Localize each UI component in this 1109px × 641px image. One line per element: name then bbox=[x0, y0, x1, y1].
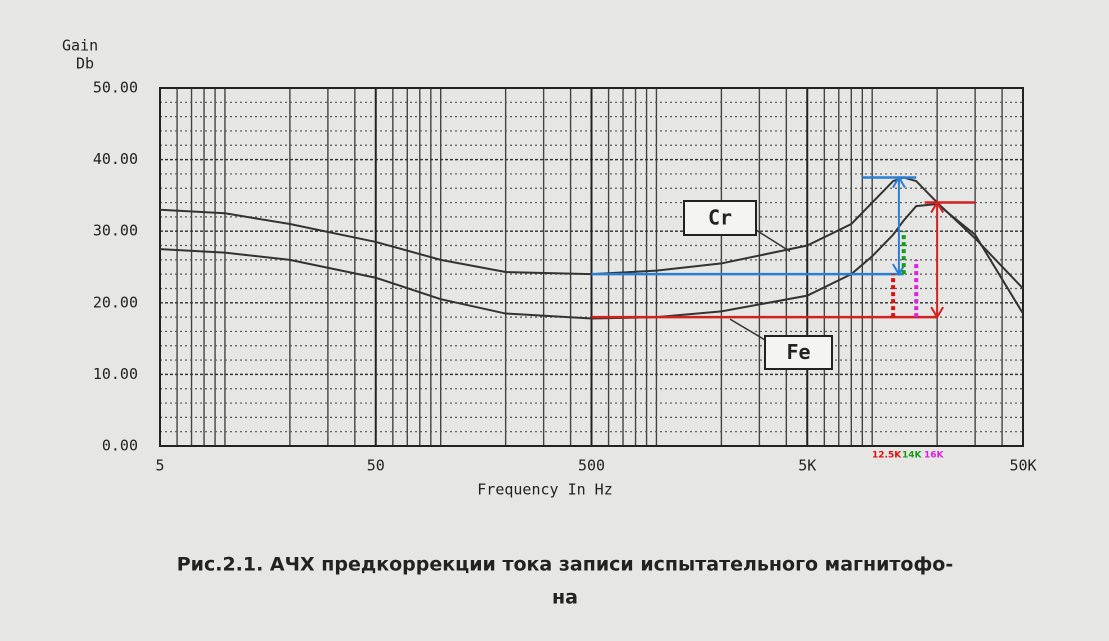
y-tick-label: 40.00 bbox=[93, 150, 138, 168]
x-tick-label: 5K bbox=[798, 457, 816, 475]
x-tick-label: 50K bbox=[1009, 457, 1036, 475]
y-tick-label: 0.00 bbox=[102, 437, 138, 455]
arrow-head bbox=[892, 175, 906, 189]
y-tick-label: 30.00 bbox=[93, 222, 138, 240]
y-tick-label: 50.00 bbox=[93, 79, 138, 97]
marker-label: 16K bbox=[924, 451, 945, 461]
series-line bbox=[159, 202, 1024, 320]
arrow-head bbox=[892, 263, 906, 277]
x-tick-label: 5 bbox=[155, 457, 164, 475]
series-line bbox=[159, 176, 1024, 290]
label-leader bbox=[729, 318, 766, 341]
legend-label: Fe bbox=[786, 340, 810, 364]
y-axis-label: Db bbox=[76, 55, 94, 73]
label-leader bbox=[755, 229, 791, 253]
y-tick-label: 20.00 bbox=[93, 293, 138, 311]
label-box bbox=[683, 200, 757, 236]
label-box bbox=[764, 335, 833, 370]
caption: Рис.2.1. АЧХ предкоррекции тока записи и… bbox=[177, 554, 954, 576]
arrow-head bbox=[930, 306, 945, 320]
arrow-head bbox=[930, 200, 945, 214]
caption: на bbox=[552, 587, 578, 609]
x-tick-label: 50 bbox=[367, 457, 385, 475]
legend-label: Cr bbox=[708, 206, 732, 230]
y-axis-label: Gain bbox=[62, 37, 98, 55]
x-axis-label: Frequency In Hz bbox=[477, 481, 612, 499]
plot-frame bbox=[159, 87, 1024, 447]
y-tick-label: 10.00 bbox=[93, 365, 138, 383]
x-tick-label: 500 bbox=[578, 457, 605, 475]
marker-label: 12.5K bbox=[872, 451, 902, 461]
marker-label: 14K bbox=[902, 451, 923, 461]
